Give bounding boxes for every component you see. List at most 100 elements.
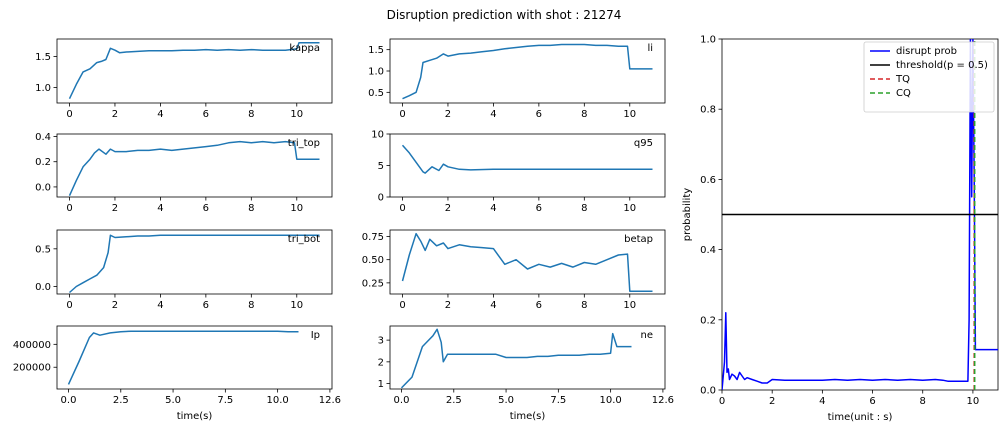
axes-frame [389,229,666,295]
x-tick-label: 0.0 [394,395,410,406]
series-line-disrupt-prob [722,39,998,390]
x-tick-label: 0 [66,203,72,214]
subplot-label: tri_top [288,138,320,149]
subplot-label: ne [641,330,654,341]
x-tick-label: 5.0 [498,395,514,406]
axes-frame [56,133,333,198]
x-tick-label: 2 [445,300,451,311]
y-tick-label: 5 [378,161,384,172]
subplot-q95: 0 2 4 6 8 10 0 5 10 q95 [371,130,666,214]
subplot-ip: 0.0 2.5 5.0 7.5 10.0 12.6 200000 400000 time(s) I… [13,325,341,422]
legend-label: disrupt prob [896,46,957,57]
x-tick-label: 6 [536,300,542,311]
x-tick-label: 8 [920,396,926,407]
x-tick-label: 2 [445,203,451,214]
plot-area [402,43,653,100]
y-axis-label: probability [682,188,693,241]
x-tick-label: 4 [490,300,496,311]
y-tick-label: 1 [378,379,384,390]
x-tick-label: 7.5 [217,395,233,406]
y-tick-label: 0.75 [362,232,384,243]
legend-box [863,41,995,113]
series-line-ip [67,330,299,385]
x-tick-label: 8 [581,109,587,120]
series-line-betap [401,232,653,292]
legend-label: threshold(p = 0.5) [896,60,988,71]
subplot-label: tri_bot [288,234,320,245]
x-tick-label: 6 [203,203,209,214]
y-tick-label: 0.0 [700,386,716,397]
x-tick-label: 10 [290,203,303,214]
x-tick-label: 10 [623,109,636,120]
subplot-kappa: 0 2 4 6 8 10 1.0 1.5 kappa [35,38,333,120]
series-line-li [402,43,653,100]
legend-label: CQ [896,88,911,99]
subplot-betap: 0 2 4 6 8 10 0.25 0.50 0.75 betap [362,229,666,311]
x-tick-label: 4 [490,203,496,214]
x-tick-label: 6 [203,300,209,311]
y-tick-label: 400000 [13,340,51,351]
axes-frame [389,133,666,198]
y-tick-label: 0.4 [35,132,51,143]
plot-area [67,330,299,385]
axes-frame [56,229,333,295]
y-tick-label: 10 [371,130,384,141]
axes-frame [389,325,666,390]
legend: disrupt prob threshold(p = 0.5) TQ CQ [863,41,995,113]
x-tick-label: 10 [967,396,980,407]
y-tick-label: 0.6 [700,175,716,186]
x-tick-label: 10.0 [599,395,621,406]
subplot-label: li [647,43,653,54]
x-tick-label: 4 [490,109,496,120]
y-tick-label: 2 [378,357,384,368]
x-tick-label: 8 [248,109,254,120]
subplot-li: 0 2 4 6 8 10 0.5 1.0 1.5 li [368,38,666,120]
axes-frame [389,38,666,104]
x-tick-label: 10 [623,203,636,214]
x-tick-label: 0 [719,396,725,407]
x-tick-label: 12.6 [319,395,341,406]
subplot-label: kappa [289,43,320,54]
x-tick-label: 8 [581,300,587,311]
plot-area [401,144,653,174]
axes-frame [56,325,333,390]
x-tick-label: 2.5 [113,395,129,406]
x-tick-label: 4 [819,396,825,407]
x-tick-label: 10 [290,300,303,311]
series-line-tri-bot [69,234,320,294]
x-tick-label: 5.0 [165,395,181,406]
subplot-prob: 0 2 4 6 8 10 0.0 0.2 0.4 0.6 0.8 1.0 time(unit : s) p… [682,35,999,423]
suptitle: Disruption prediction with shot : 21274 [387,8,622,22]
x-tick-label: 10 [290,109,303,120]
x-tick-label: 8 [248,300,254,311]
y-tick-label: 1.0 [368,67,384,78]
x-tick-label: 6 [869,396,875,407]
plot-area [68,140,320,197]
axes-frame [56,38,333,104]
y-tick-label: 0.4 [700,245,716,256]
y-tick-label: 0.25 [362,278,384,289]
x-axis-label: time(s) [177,411,213,422]
x-tick-label: 0 [399,203,405,214]
plot-area [69,234,320,294]
subplot-label: betap [624,234,653,245]
x-tick-label: 0 [66,109,72,120]
x-tick-label: 8 [248,203,254,214]
x-tick-label: 2 [112,203,118,214]
y-tick-label: 200000 [13,363,51,374]
x-tick-label: 10.0 [266,395,288,406]
x-axis-label: time(unit : s) [828,412,893,423]
y-tick-label: 0.8 [700,105,716,116]
x-tick-label: 0 [66,300,72,311]
subplot-tri_bot: 0 2 4 6 8 10 0.0 0.5 tri_bot [35,229,333,311]
x-axis-label: time(s) [510,411,546,422]
subplot-label: q95 [634,138,653,149]
x-tick-label: 10 [623,300,636,311]
x-tick-label: 2.5 [446,395,462,406]
x-tick-label: 12.6 [652,395,674,406]
x-tick-label: 6 [536,203,542,214]
x-tick-label: 2 [445,109,451,120]
subplot-ne: 0.0 2.5 5.0 7.5 10.0 12.6 1 2 3 time(s) ne [378,325,674,422]
x-tick-label: 4 [157,109,163,120]
